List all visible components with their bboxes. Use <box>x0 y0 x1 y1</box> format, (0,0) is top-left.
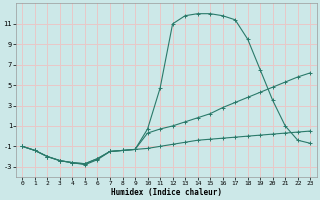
X-axis label: Humidex (Indice chaleur): Humidex (Indice chaleur) <box>111 188 222 197</box>
